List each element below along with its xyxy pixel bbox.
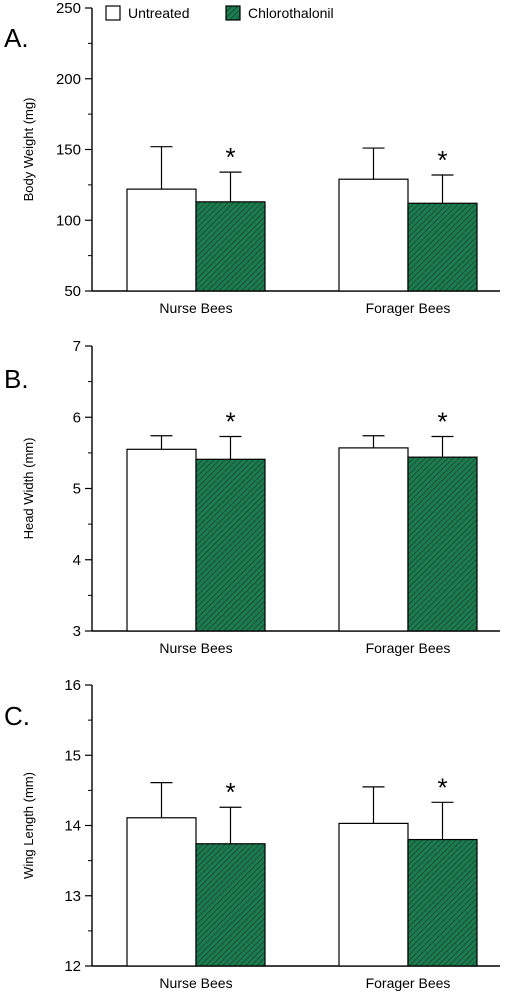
y-tick-label: 6 xyxy=(73,409,81,426)
x-category-label: Nurse Bees xyxy=(159,300,232,316)
x-category-label: Forager Bees xyxy=(366,975,451,991)
bar-chlorothalonil-nurse-bees xyxy=(195,843,266,967)
bar-untreated-forager-bees xyxy=(338,178,409,292)
y-axis-label: Body Weight (mg) xyxy=(21,98,36,202)
bar-chlorothalonil-forager-bees xyxy=(407,456,478,632)
significance-marker: * xyxy=(437,772,447,802)
significance-marker: * xyxy=(437,406,447,436)
chart-panel-3: C. Wing Length (mm) 12 13 14 15 16 * Nurse Bees *… xyxy=(4,677,500,991)
y-tick-label: 4 xyxy=(73,552,81,569)
bar-chlorothalonil-nurse-bees xyxy=(195,458,266,632)
significance-marker: * xyxy=(225,406,235,436)
y-tick-label: 14 xyxy=(64,818,81,835)
y-tick-label: 200 xyxy=(56,71,81,88)
x-category-label: Forager Bees xyxy=(366,300,451,316)
panel-label: A. xyxy=(4,23,29,53)
y-tick-label: 16 xyxy=(64,677,81,694)
y-tick-label: 7 xyxy=(73,338,81,355)
chart-panel-2: B. Head Width (mm) 3 4 5 6 7 * Nurse Bees * Forage… xyxy=(4,338,500,656)
panels: A. Body Weight (mg) 50 100 150 200 250 * Nurse B… xyxy=(4,0,500,991)
y-tick-label: 250 xyxy=(56,0,81,17)
bar-untreated-nurse-bees xyxy=(126,188,197,292)
significance-marker: * xyxy=(437,145,447,175)
y-tick-label: 12 xyxy=(64,958,81,975)
legend-label-chlorothalonil: Chlorothalonil xyxy=(248,5,334,21)
panel-label: B. xyxy=(4,364,29,394)
x-category-label: Nurse Bees xyxy=(159,640,232,656)
legend: Untreated Chlorothalonil xyxy=(105,5,334,21)
y-tick-label: 100 xyxy=(56,212,81,229)
bar-chlorothalonil-forager-bees xyxy=(407,838,478,967)
x-category-label: Nurse Bees xyxy=(159,975,232,991)
y-tick-label: 5 xyxy=(73,481,81,498)
y-tick-label: 13 xyxy=(64,888,81,905)
bar-chlorothalonil-forager-bees xyxy=(407,202,478,292)
significance-marker: * xyxy=(225,142,235,172)
bar-untreated-nurse-bees xyxy=(126,817,197,967)
legend-label-untreated: Untreated xyxy=(128,5,189,21)
bar-untreated-forager-bees xyxy=(338,822,409,967)
legend-swatch-chlorothalonil xyxy=(225,5,241,21)
y-axis-label: Wing Length (mm) xyxy=(21,772,36,879)
legend-swatch-untreated xyxy=(105,5,121,21)
bar-untreated-nurse-bees xyxy=(126,448,197,632)
bar-chlorothalonil-nurse-bees xyxy=(195,201,266,292)
y-tick-label: 3 xyxy=(73,623,81,640)
bar-untreated-forager-bees xyxy=(338,447,409,632)
y-tick-label: 50 xyxy=(64,283,81,300)
chart-panel-1: A. Body Weight (mg) 50 100 150 200 250 * Nurse B… xyxy=(4,0,500,316)
x-category-label: Forager Bees xyxy=(366,640,451,656)
y-tick-label: 15 xyxy=(64,747,81,764)
panel-label: C. xyxy=(4,701,30,731)
significance-marker: * xyxy=(225,777,235,807)
y-tick-label: 150 xyxy=(56,142,81,159)
y-axis-label: Head Width (mm) xyxy=(21,438,36,540)
